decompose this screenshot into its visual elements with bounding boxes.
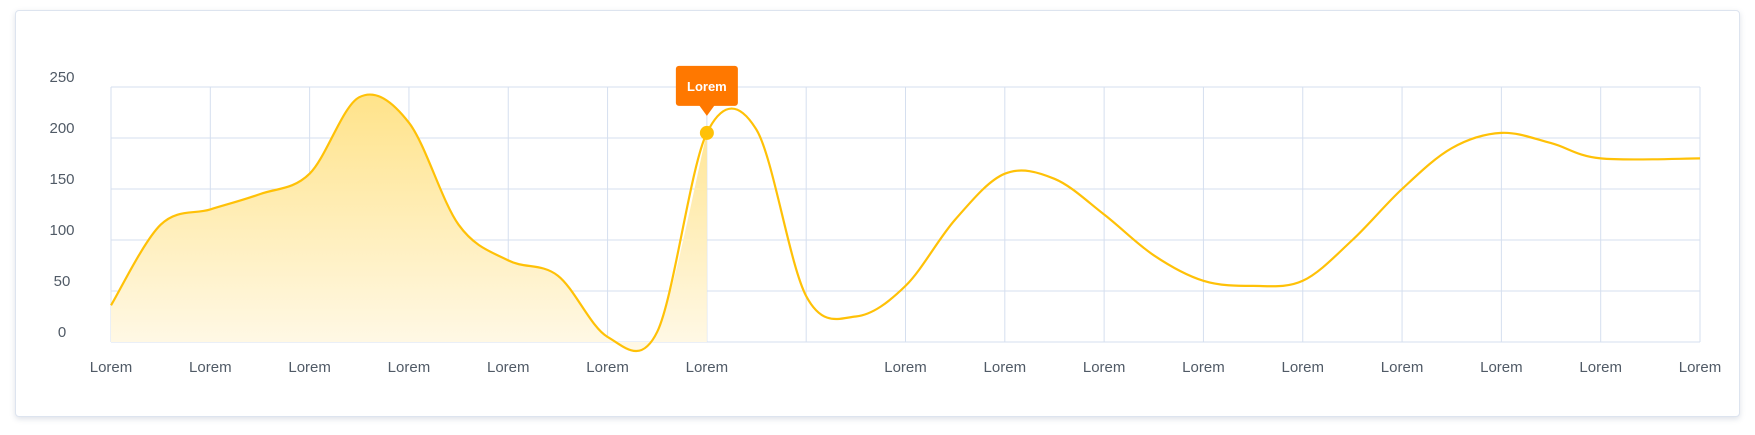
x-tick-label: Lorem	[1579, 359, 1622, 376]
x-tick-label: Lorem	[1381, 359, 1424, 376]
x-tick-label: Lorem	[1679, 359, 1722, 376]
x-tick-label: Lorem	[1480, 359, 1523, 376]
y-tick-label: 0	[58, 324, 66, 341]
y-axis-ticks: 0 50 100 150 200 250	[49, 69, 74, 341]
x-tick-label: Lorem	[288, 359, 331, 376]
x-tick-label: Lorem	[1281, 359, 1324, 376]
x-axis-ticks: Lorem Lorem Lorem Lorem Lorem Lorem Lorem Lorem…	[90, 359, 1722, 376]
area-fill	[111, 94, 707, 352]
tooltip-arrow	[698, 104, 715, 116]
x-tick-label: Lorem	[984, 359, 1027, 376]
y-tick-label: 100	[49, 222, 74, 239]
tooltip: Lorem	[675, 65, 738, 116]
x-tick-label: Lorem	[388, 359, 431, 376]
x-tick-label: Lorem	[1083, 359, 1126, 376]
y-tick-label: 250	[49, 69, 74, 86]
x-tick-label: Lorem	[90, 359, 133, 376]
tooltip-label: Lorem	[687, 79, 727, 94]
x-tick-label: Lorem	[189, 359, 232, 376]
x-tick-label: Lorem	[1182, 359, 1225, 376]
x-tick-label: Lorem	[884, 359, 927, 376]
tooltip-box	[675, 65, 738, 106]
y-tick-label: 50	[54, 273, 71, 290]
x-tick-label: Lorem	[586, 359, 629, 376]
x-tick-label: Lorem	[686, 359, 729, 376]
x-tick-label: Lorem	[487, 359, 530, 376]
highlight-point[interactable]	[699, 125, 714, 140]
y-tick-label: 150	[49, 171, 74, 188]
series-line	[110, 93, 1701, 353]
y-tick-label: 200	[49, 120, 74, 137]
